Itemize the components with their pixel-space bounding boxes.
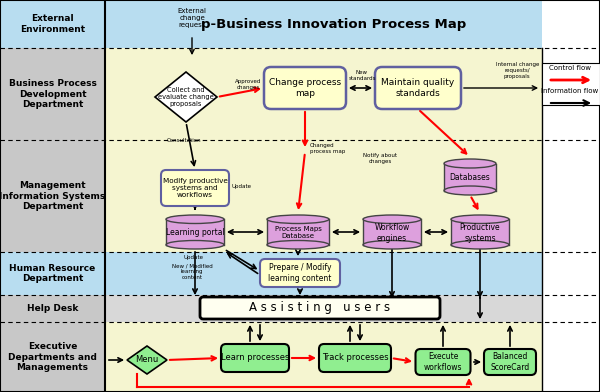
Text: Process Maps
Database: Process Maps Database — [275, 226, 322, 240]
Text: Management
Information Systems
Department: Management Information Systems Departmen… — [0, 181, 106, 211]
Text: Business Process
Development
Department: Business Process Development Department — [8, 79, 97, 109]
FancyBboxPatch shape — [161, 170, 229, 206]
Text: Human Resource
Department: Human Resource Department — [10, 264, 95, 283]
Bar — [105, 140, 542, 252]
Text: New
standards: New standards — [348, 70, 376, 81]
Ellipse shape — [166, 215, 224, 223]
Ellipse shape — [363, 215, 421, 223]
Text: Notify about
changes: Notify about changes — [363, 153, 397, 164]
FancyBboxPatch shape — [319, 344, 391, 372]
Bar — [542, 63, 600, 105]
Bar — [444, 163, 496, 191]
Text: Help Desk: Help Desk — [27, 304, 78, 313]
FancyBboxPatch shape — [200, 297, 440, 319]
Bar — [0, 322, 105, 392]
Text: p-Business Innovation Process Map: p-Business Innovation Process Map — [201, 18, 466, 31]
Text: A s s i s t i n g   u s e r s: A s s i s t i n g u s e r s — [250, 301, 391, 314]
Text: Collect and
evaluate change
proposals: Collect and evaluate change proposals — [158, 87, 214, 107]
Bar — [105, 295, 542, 322]
Ellipse shape — [363, 241, 421, 249]
Text: Update: Update — [183, 255, 203, 260]
Text: External
Environment: External Environment — [20, 14, 85, 34]
Text: Control flow: Control flow — [549, 65, 591, 71]
Text: External
change
request: External change request — [178, 8, 206, 28]
Polygon shape — [127, 346, 167, 374]
Text: Prepare / Modify
learning content: Prepare / Modify learning content — [268, 263, 332, 283]
Text: Consultation: Consultation — [167, 138, 202, 143]
Text: Changed
process map: Changed process map — [310, 143, 346, 154]
Bar — [166, 219, 224, 245]
Ellipse shape — [267, 215, 329, 223]
Bar — [0, 48, 105, 140]
Bar — [105, 252, 542, 295]
Text: Modify productive
systems and
workflows: Modify productive systems and workflows — [163, 178, 227, 198]
FancyBboxPatch shape — [260, 259, 340, 287]
Text: Executive
Departments and
Managements: Executive Departments and Managements — [8, 342, 97, 372]
Text: Information flow: Information flow — [541, 88, 599, 94]
FancyBboxPatch shape — [415, 349, 470, 375]
Text: Workflow
engines: Workflow engines — [374, 223, 410, 243]
Ellipse shape — [444, 159, 496, 168]
Bar — [0, 252, 105, 295]
Ellipse shape — [267, 241, 329, 249]
Text: Approved
changes: Approved changes — [235, 79, 261, 90]
Text: Change process
map: Change process map — [269, 78, 341, 98]
FancyBboxPatch shape — [264, 67, 346, 109]
Text: Execute
workflows: Execute workflows — [424, 352, 462, 372]
Bar — [0, 295, 105, 322]
Text: Balanced
ScoreCard: Balanced ScoreCard — [490, 352, 530, 372]
FancyBboxPatch shape — [375, 67, 461, 109]
Text: New / Modified
learning
content: New / Modified learning content — [172, 263, 212, 279]
Text: Maintain quality
standards: Maintain quality standards — [382, 78, 455, 98]
Bar — [363, 219, 421, 245]
Ellipse shape — [451, 241, 509, 249]
Bar — [105, 0, 542, 48]
Ellipse shape — [166, 241, 224, 249]
Text: Update: Update — [232, 183, 252, 189]
Text: Menu: Menu — [136, 356, 158, 365]
Text: Internal change
requests/
proposals: Internal change requests/ proposals — [496, 62, 539, 79]
Text: Track processes: Track processes — [322, 354, 388, 363]
Bar — [267, 219, 329, 245]
Polygon shape — [155, 72, 217, 122]
Text: Learning portal: Learning portal — [166, 229, 224, 237]
Text: Learn processes: Learn processes — [221, 354, 289, 363]
Bar — [105, 322, 542, 392]
FancyBboxPatch shape — [484, 349, 536, 375]
Text: Databases: Databases — [449, 173, 490, 182]
Ellipse shape — [451, 215, 509, 223]
Text: Productive
systems: Productive systems — [460, 223, 500, 243]
Bar — [105, 48, 542, 140]
Bar — [0, 0, 105, 48]
FancyBboxPatch shape — [221, 344, 289, 372]
Bar — [0, 140, 105, 252]
Ellipse shape — [444, 186, 496, 195]
Bar — [451, 219, 509, 245]
